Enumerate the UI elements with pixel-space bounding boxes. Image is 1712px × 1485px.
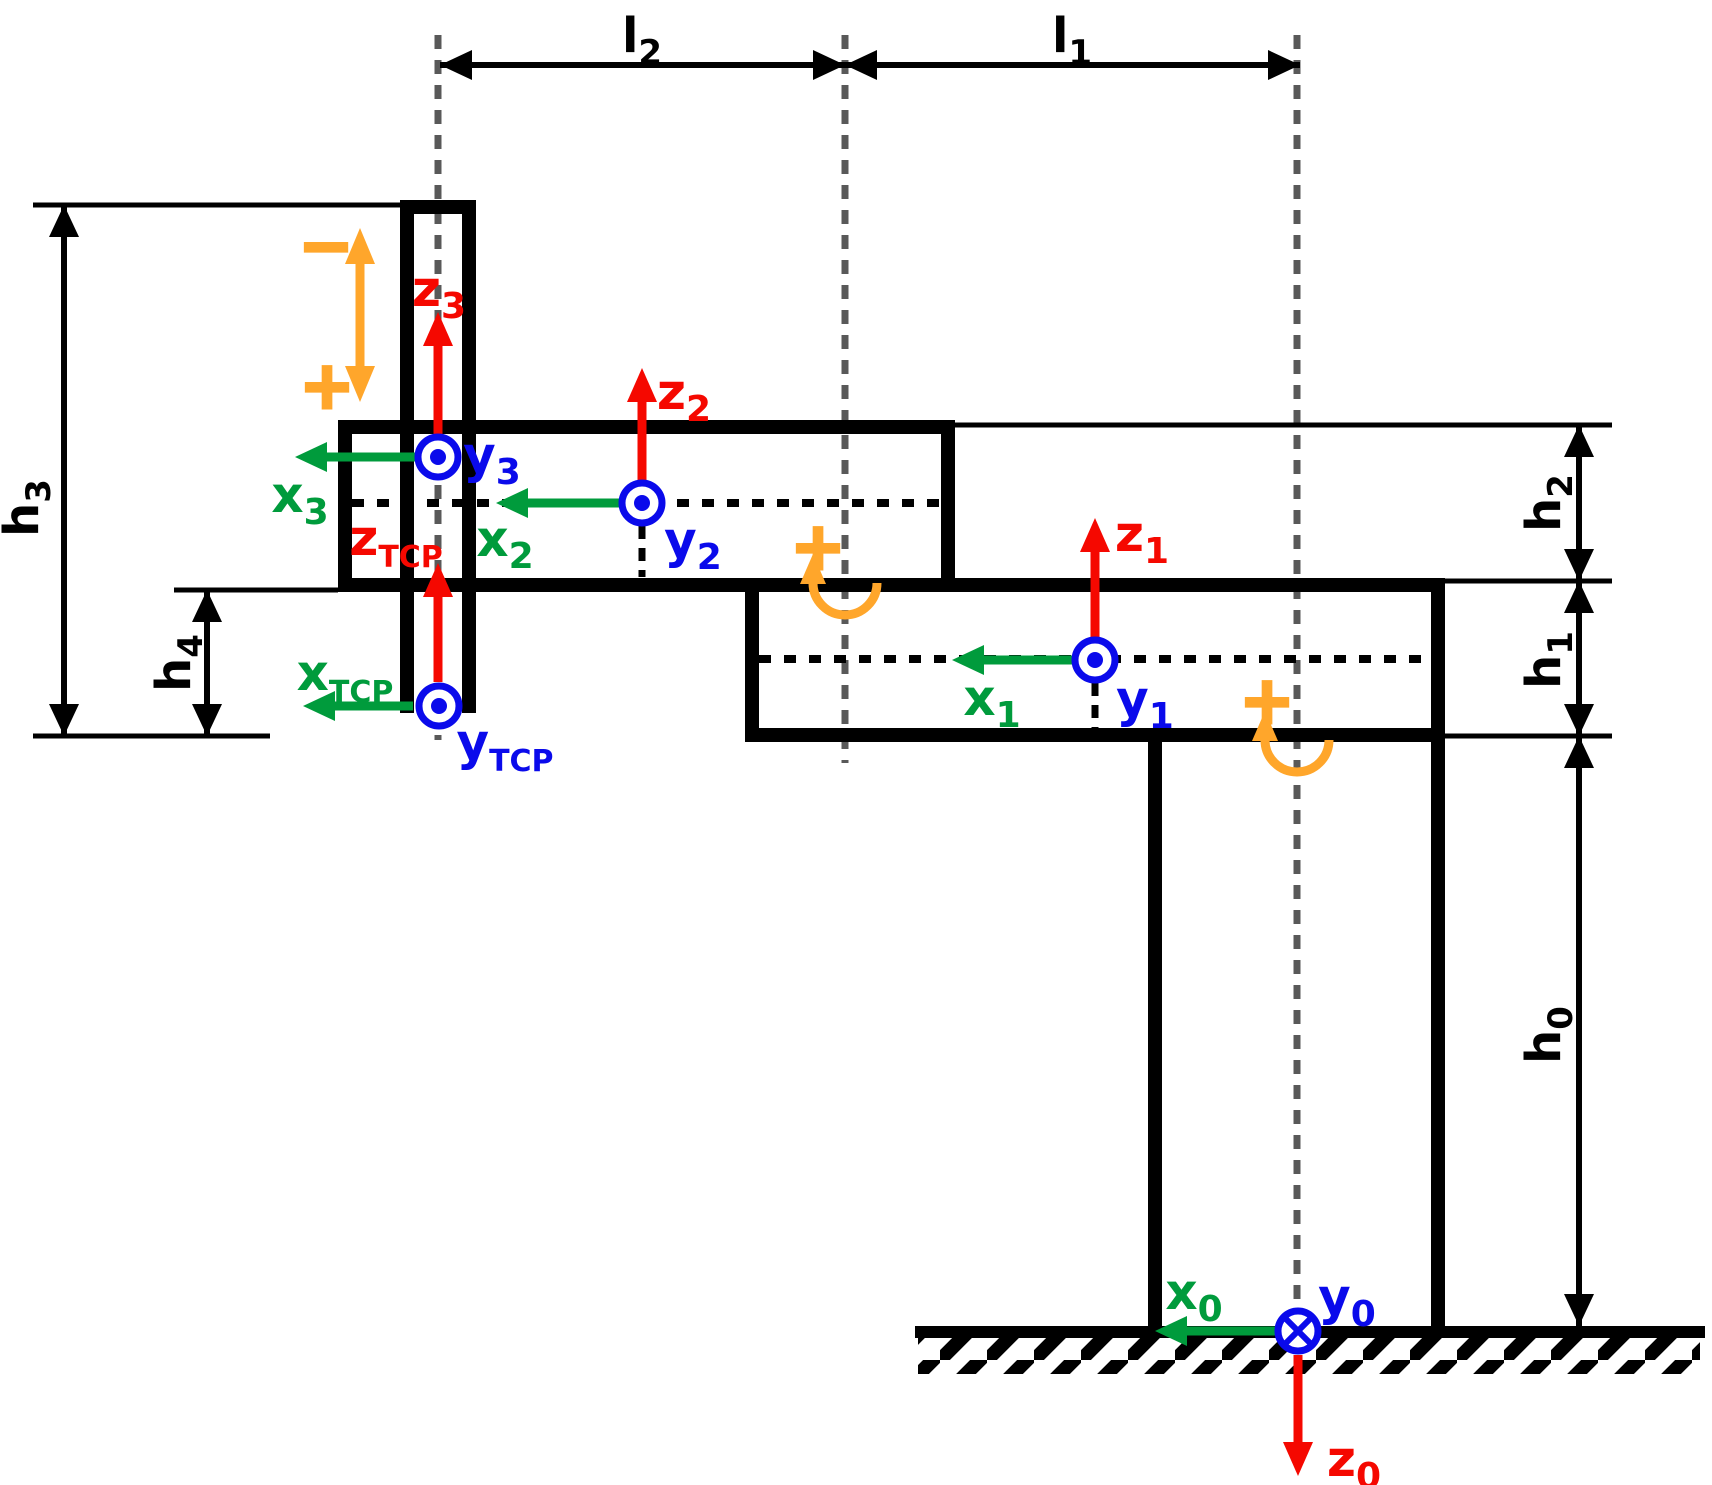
z3-axis-arrow — [423, 312, 453, 434]
joint2-rotation-arc — [808, 582, 882, 620]
ytcp-origin-marker — [415, 682, 463, 730]
z0-axis-arrow — [1283, 1355, 1313, 1476]
x-axes: x3 x2 x1 xTCP x0 — [271, 442, 1275, 1346]
dim-arrow-l2-left — [440, 50, 472, 80]
x0-label: x0 — [1165, 1263, 1222, 1330]
joint3-minus-sign: − — [298, 207, 353, 284]
joint3-direction-arrow-up — [345, 228, 375, 264]
z2-axis-arrow — [627, 368, 657, 480]
x0-axis-arrow — [1155, 1316, 1275, 1346]
joint1-rotation-arc — [1260, 739, 1334, 777]
y0-label: y0 — [1318, 1268, 1376, 1335]
joint3-direction-arrow-down — [345, 366, 375, 402]
dimensioning: l2 l1 h3 h4 h2 h1 h0 — [0, 8, 1612, 1326]
dim-arrow-h1-top — [1564, 581, 1594, 613]
x2-label: x2 — [476, 510, 533, 577]
z1-axis-arrow — [1080, 518, 1110, 637]
x1-axis-arrow — [952, 645, 1072, 675]
dim-arrow-h4-bottom — [192, 704, 222, 736]
dim-arrow-h3-bottom — [49, 704, 79, 736]
x3-axis-arrow — [295, 442, 415, 472]
z3-label: z3 — [412, 260, 466, 327]
dim-arrow-h1-bottom — [1564, 704, 1594, 736]
z1-label: z1 — [1115, 505, 1169, 572]
joint-axis-reference-lines — [434, 35, 1301, 1308]
base-column-left-wall — [1148, 735, 1162, 1330]
dim-label-h2: h2 — [1516, 474, 1581, 532]
base-column-right-wall — [1431, 735, 1445, 1330]
y3-origin-marker — [414, 433, 462, 481]
dim-label-l2: l2 — [622, 8, 662, 73]
joint3-plus-sign: + — [299, 347, 354, 424]
dim-label-h3: h3 — [0, 479, 59, 537]
dim-label-l1: l1 — [1052, 8, 1092, 73]
dim-label-h4: h4 — [146, 634, 211, 692]
y0-origin-marker — [1274, 1307, 1322, 1355]
link3-rod-top-cap — [400, 200, 476, 214]
xtcp-label: xTCP — [297, 644, 394, 710]
ztcp-label: zTCP — [349, 509, 443, 575]
z2-label: z2 — [657, 363, 711, 430]
dim-arrow-h2-bottom — [1564, 549, 1594, 581]
x2-axis-arrow — [496, 488, 619, 518]
joint-direction-indicators: − + + + — [297, 206, 1334, 777]
link3-rod-right-wall — [462, 200, 476, 713]
dim-label-h0: h0 — [1516, 1006, 1581, 1064]
x3-label: x3 — [271, 466, 328, 533]
dim-arrow-h4-top — [192, 590, 222, 622]
robot-structure — [338, 200, 1705, 1374]
x1-label: x1 — [963, 669, 1020, 736]
y2-label: y2 — [664, 511, 722, 578]
z0-label: z0 — [1327, 1430, 1381, 1485]
dim-arrow-h3-top — [49, 205, 79, 237]
y1-label: y1 — [1116, 670, 1174, 737]
dim-arrow-h0-bottom — [1564, 1294, 1594, 1326]
y-axes: y3 y2 y1 yTCP y0 — [414, 426, 1376, 1355]
dim-arrow-h0-top — [1564, 736, 1594, 768]
dim-label-h1: h1 — [1516, 631, 1581, 689]
dim-arrow-l1-right — [1268, 50, 1300, 80]
z-axes: z3 z2 z1 zTCP z0 — [349, 260, 1381, 1485]
dim-arrow-l2-right — [813, 50, 845, 80]
y3-label: y3 — [463, 426, 521, 493]
xtcp-axis-arrow — [303, 691, 413, 721]
ztcp-axis-arrow — [423, 563, 453, 682]
dim-arrow-l1-left — [845, 50, 877, 80]
joint2-rotation-arrowhead — [800, 554, 826, 584]
y2-origin-marker — [618, 479, 666, 527]
ytcp-label: yTCP — [456, 713, 553, 779]
dim-arrow-h2-top — [1564, 425, 1594, 457]
y1-origin-marker — [1071, 636, 1119, 684]
joint1-rotation-arrowhead — [1252, 711, 1278, 741]
